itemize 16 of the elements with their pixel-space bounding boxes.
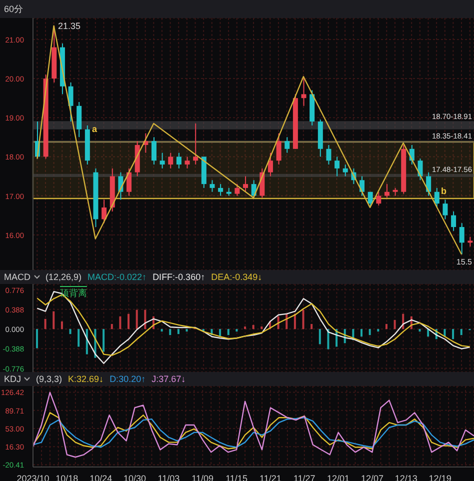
text: J:37.67↓ — [152, 374, 186, 384]
annotation: 顶背离 — [60, 286, 87, 300]
text: K:32.69↓ — [68, 374, 104, 384]
annotation: b — [441, 186, 446, 196]
chart-subtitle: (12,26,9) — [46, 272, 82, 282]
chart-title: KDJ — [4, 374, 22, 384]
chart-subtitle: (9,3,3) — [36, 374, 62, 384]
annotation: 21.35 — [58, 21, 81, 31]
annotation: a — [92, 124, 98, 134]
chart-title: 60分 — [4, 2, 24, 16]
text: DIFF:-0.360↑ — [152, 272, 206, 282]
chart-title: MACD — [4, 272, 30, 282]
text: D:30.20↑ — [110, 374, 146, 384]
text: DEA:-0.349↓ — [211, 272, 262, 282]
annotation: 15.5 — [456, 257, 473, 266]
text: MACD:-0.022↑ — [88, 272, 147, 282]
